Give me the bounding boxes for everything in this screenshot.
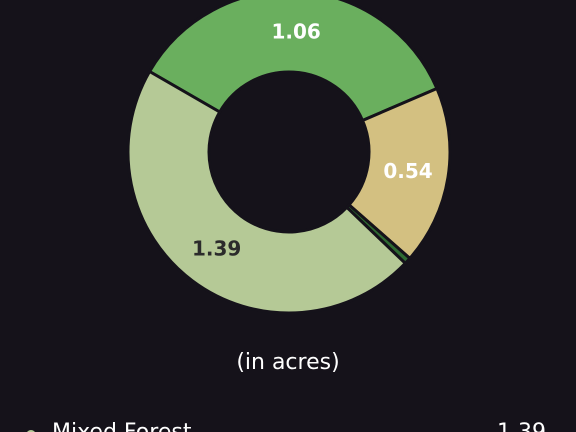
slice-value-label: 0.54 (383, 159, 432, 183)
legend-swatch (26, 430, 36, 432)
legend-label: Mixed Forest (52, 420, 191, 432)
donut-chart: 1.06 0.54 1.39 (126, 0, 452, 315)
donut-slice-1[interactable] (148, 0, 439, 122)
legend-item-mixed-forest[interactable]: Mixed Forest 1.39 (24, 420, 546, 432)
unit-caption: (in acres) (236, 350, 340, 375)
slice-value-label: 1.39 (192, 236, 241, 260)
donut-labels: 1.06 0.54 1.39 (192, 20, 433, 261)
donut-slice-2[interactable] (347, 87, 452, 260)
donut-slices (126, 0, 452, 315)
donut-slice-4[interactable] (126, 70, 407, 315)
slice-value-label: 1.06 (271, 20, 320, 44)
legend-value: 1.39 (497, 420, 546, 432)
